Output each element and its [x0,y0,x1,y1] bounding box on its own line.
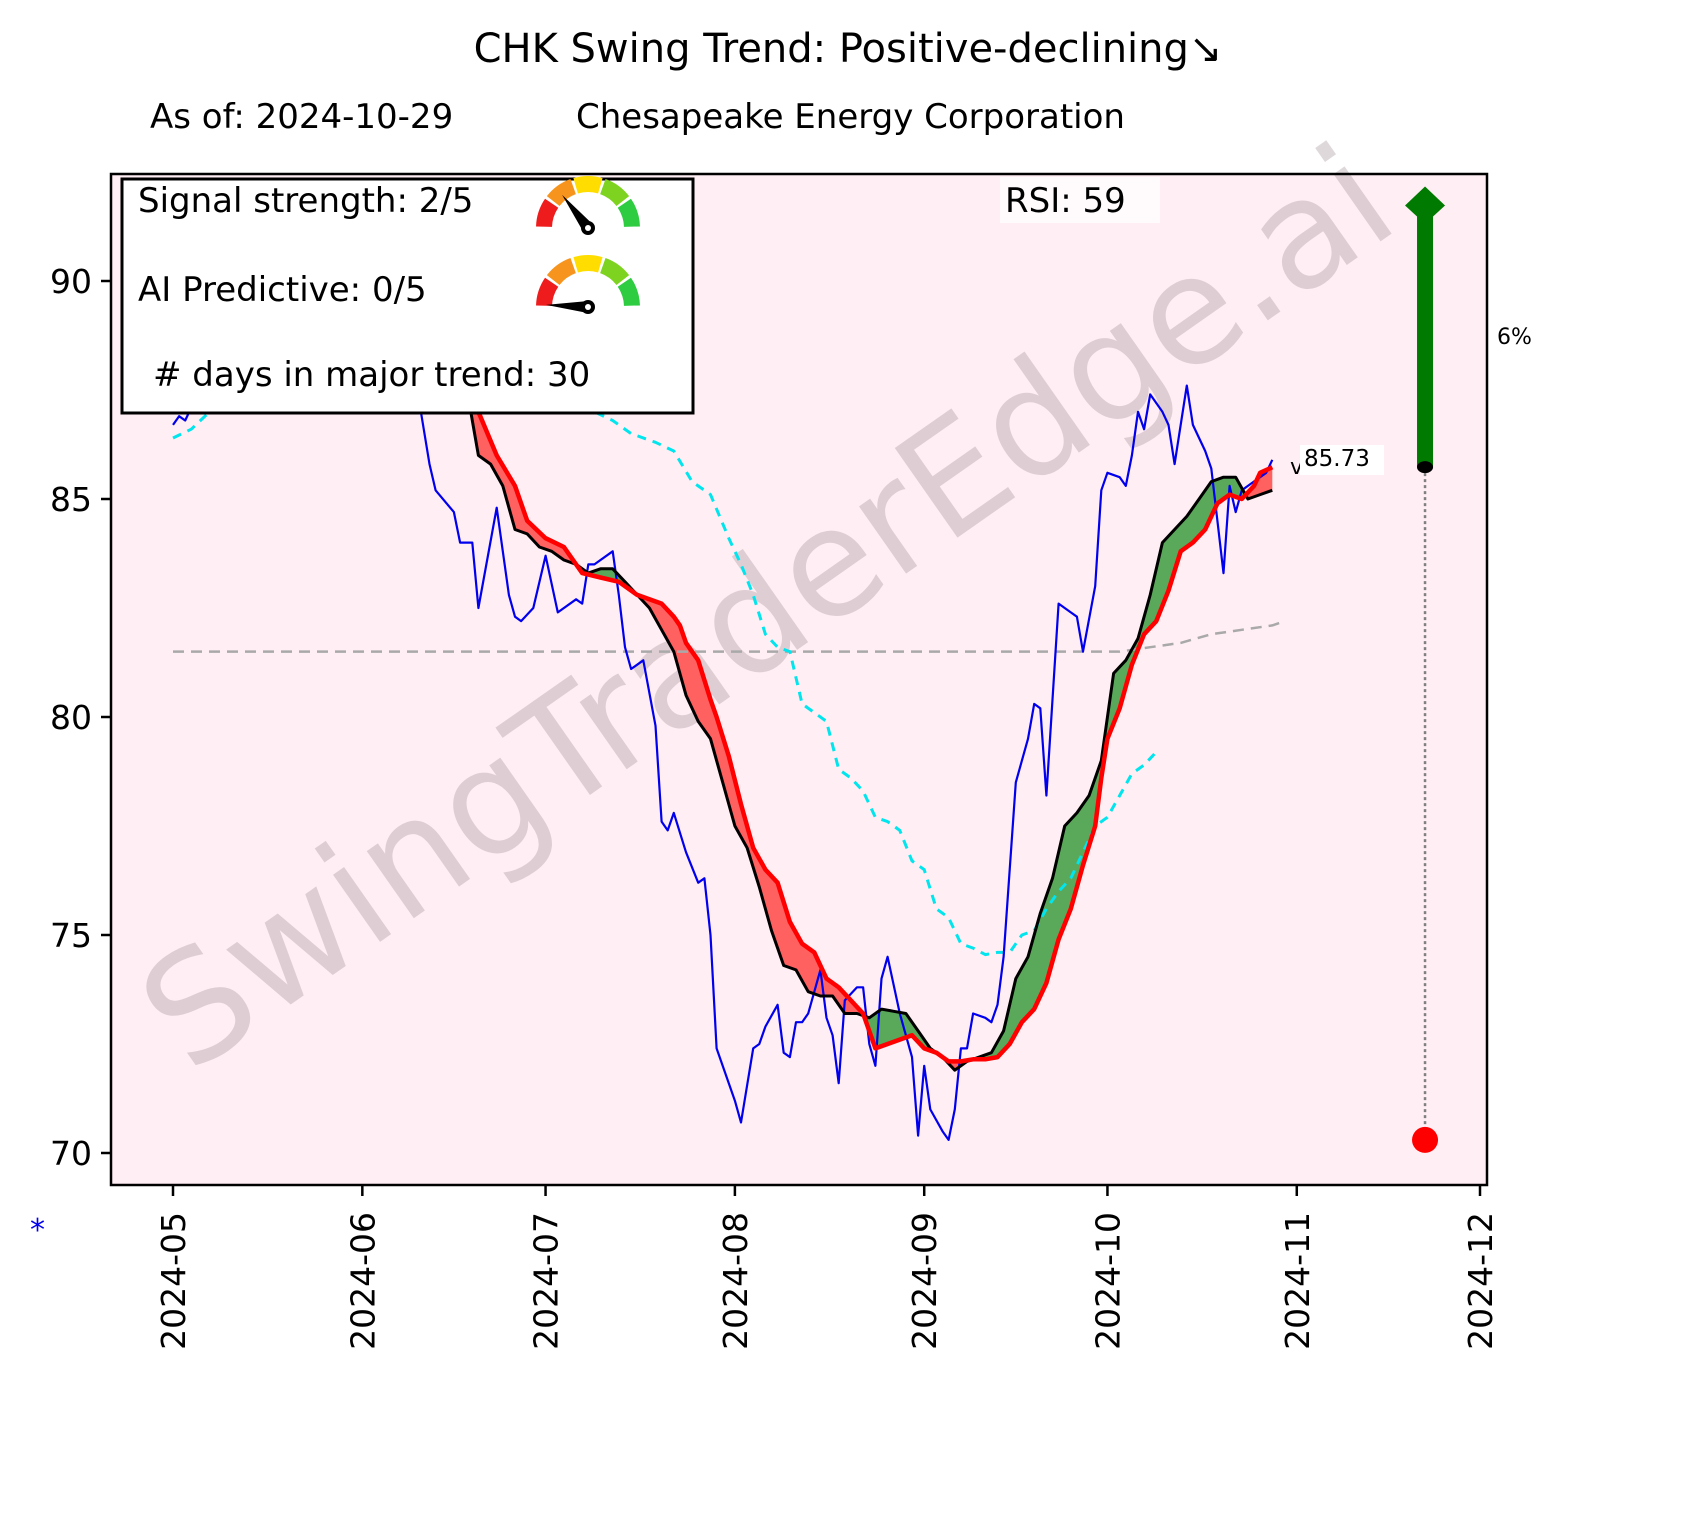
gauge-segment [600,258,630,285]
last-price-marker: v [1290,455,1303,480]
gauge-needle [546,301,589,313]
legend-box: Signal strength: 2/5 AI Predictive: 0/5 … [120,176,695,415]
x-tick-label: 2024-06 [343,1212,382,1350]
gauge-segment [546,179,576,206]
x-tick-label: 2024-07 [527,1212,566,1350]
x-tick-label: 2024-09 [905,1212,944,1350]
rsi-bg [1000,177,1160,223]
x-tick-label: 2024-11 [1278,1212,1317,1350]
y-tick-label: 80 [50,698,92,737]
gauge-segment [536,198,559,227]
footnote-marker: * [30,1213,45,1248]
y-tick-label: 85 [50,480,92,519]
gauge-segment [600,179,630,206]
gauge-segment [573,255,603,273]
last-price-label-bg [1300,445,1384,475]
legend-frame [120,177,695,415]
stop-marker [1412,1126,1439,1153]
last-price-label: 85.73 [1304,446,1370,472]
series-group [172,345,1286,1142]
gauge-hub-center [585,225,591,231]
plot-frame [109,172,1489,1187]
y-tick-label: 70 [50,1134,92,1173]
target-arrow-shaft [1417,208,1434,468]
price-line [172,384,1274,1142]
bullish-fill [973,477,1248,1060]
gauge-segment [573,176,603,194]
ai-predictive-label: AI Predictive: 0/5 [138,270,427,310]
chart-title: CHK Swing Trend: Positive-declining↘ [474,26,1223,72]
gauge-segment [617,277,640,306]
x-tick-label: 2024-05 [154,1212,193,1350]
signal-gauge-icon [536,176,640,235]
y-tick-label: 90 [50,262,92,301]
signal-strength-label: Signal strength: 2/5 [138,181,473,221]
current-price-dot [1417,461,1434,474]
x-tick-label: 2024-12 [1461,1212,1500,1350]
x-tick-label: 2024-10 [1088,1212,1127,1350]
band-line [172,410,1158,957]
y-axis: 70 75 80 85 90 [50,262,111,1173]
gauge-segment [617,198,640,227]
bearish-fill [453,346,577,565]
fast-ma-line [451,345,1274,1064]
gauge-segment [546,258,576,285]
ai-predictive-gauge-icon [536,255,640,314]
subtitle-company: Chesapeake Energy Corporation [576,97,1125,137]
x-axis: 2024-05 2024-06 2024-07 2024-08 2024-09 2024-… [154,1185,1500,1350]
target-arrow-head [1405,186,1446,217]
days-in-trend-label: # days in major trend: 30 [153,355,590,395]
target-pct-label: 6% [1497,325,1532,350]
y-tick-label: 75 [50,916,92,955]
x-tick-label: 2024-08 [716,1212,755,1350]
bearish-fill [640,596,867,1023]
target-arrow [1405,186,1446,1153]
subtitle-date: As of: 2024-10-29 [150,97,453,137]
gauge-segment [536,277,559,306]
gauge-hub-center [585,304,591,310]
rsi-label: RSI: 59 [1005,181,1126,221]
